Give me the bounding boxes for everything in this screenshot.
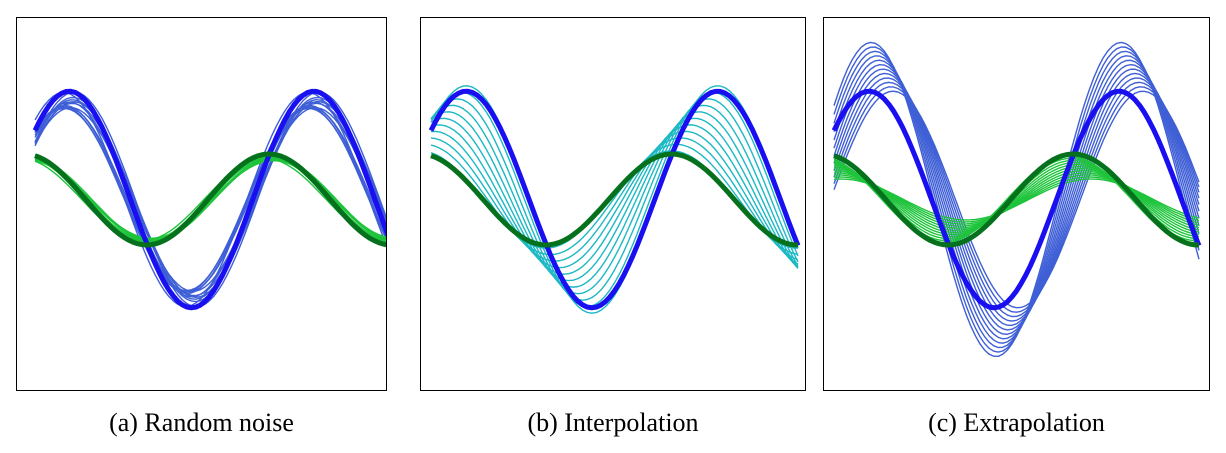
- sample-curve: [430, 104, 799, 295]
- sample-curve: [833, 165, 1200, 234]
- sample-curve: [430, 137, 799, 262]
- sample-curve: [833, 68, 1200, 331]
- plot-extrapolation: [831, 41, 1202, 358]
- sample-curve: [833, 72, 1200, 327]
- plot-random-noise: [32, 88, 386, 311]
- sample-curve: [833, 86, 1200, 313]
- sample-curve: [430, 124, 799, 275]
- sample-curve: [34, 91, 386, 308]
- sample-curve: [833, 63, 1200, 335]
- sample-curve: [430, 143, 799, 256]
- sample-curve: [34, 107, 386, 292]
- sample-curve: [34, 157, 386, 242]
- panel-interpolation: [420, 17, 806, 391]
- panel-extrapolation: [823, 17, 1210, 391]
- caption-random-noise: (a) Random noise: [109, 408, 294, 437]
- target-curve-green: [34, 151, 386, 248]
- sample-curve: [833, 170, 1200, 229]
- target-curve-blue: [428, 88, 801, 311]
- target-curve-blue: [831, 88, 1202, 311]
- sample-curve: [833, 41, 1200, 358]
- caption-interpolation: (b) Interpolation: [527, 408, 699, 437]
- sample-curve: [833, 90, 1200, 309]
- sample-curve: [430, 91, 799, 308]
- sample-curve: [833, 81, 1200, 318]
- sample-curve: [34, 101, 386, 298]
- sample-curve: [430, 111, 799, 288]
- panel-random-noise: [16, 17, 387, 391]
- sample-curve: [34, 159, 386, 240]
- sample-curve: [34, 102, 386, 297]
- target-curve-green: [833, 151, 1200, 248]
- sample-curve: [431, 130, 799, 269]
- sample-curve: [430, 98, 799, 301]
- sample-curve: [833, 168, 1200, 231]
- sample-curve: [833, 163, 1200, 236]
- sample-curve: [34, 106, 386, 292]
- sample-curve: [833, 77, 1200, 322]
- sample-curve: [834, 172, 1200, 227]
- plot-interpolation: [428, 85, 801, 314]
- caption-extrapolation: (c) Extrapolation: [928, 408, 1105, 437]
- target-curve-green: [430, 151, 799, 248]
- sample-curve: [34, 104, 386, 295]
- target-curve-blue: [32, 88, 386, 311]
- sample-curve: [430, 117, 799, 282]
